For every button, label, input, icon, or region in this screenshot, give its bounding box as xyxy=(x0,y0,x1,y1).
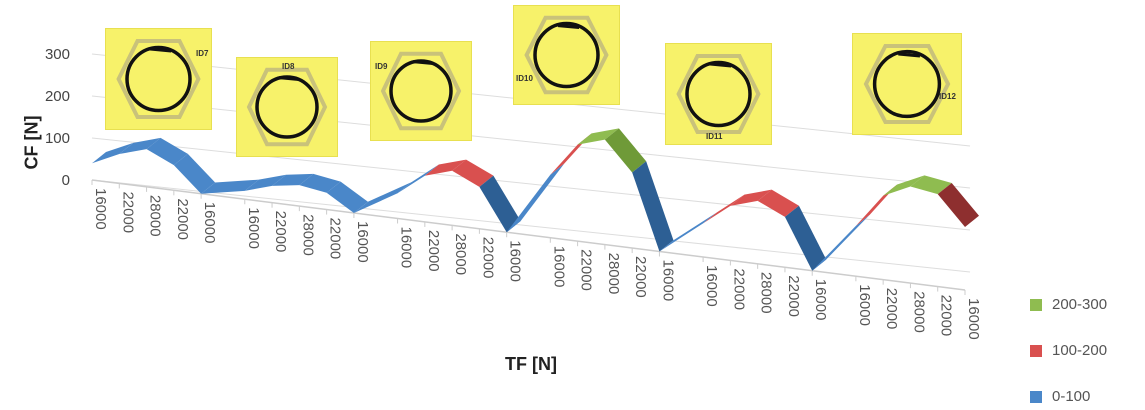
x-tick-label: 28000 xyxy=(758,272,775,314)
specimen-id-label: ID11 xyxy=(706,132,723,141)
specimen-id-label: ID8 xyxy=(282,62,295,71)
specimen-image: ID8 xyxy=(236,57,338,157)
surface-segment xyxy=(452,159,494,187)
specimen-image: ID9 xyxy=(370,41,472,141)
y-tick-label: 300 xyxy=(45,46,70,63)
surface-segment xyxy=(272,173,314,186)
x-tick-label: 22000 xyxy=(425,230,442,272)
specimen-image: ID7 xyxy=(105,28,212,130)
ring-icon xyxy=(863,44,951,124)
x-tick-label: 16000 xyxy=(398,227,415,269)
x-tick-label: 22000 xyxy=(578,249,595,291)
surface-segment xyxy=(92,142,134,164)
legend-swatch xyxy=(1030,344,1042,357)
x-tick-label: 22000 xyxy=(119,191,136,233)
x-tick-label: 16000 xyxy=(245,207,262,249)
x-tick-label: 16000 xyxy=(812,279,829,321)
specimen-id-label: ID12 xyxy=(939,92,956,101)
y-tick-label: 100 xyxy=(45,130,70,147)
x-tick-label: 22000 xyxy=(785,275,802,317)
x-tick-label: 16000 xyxy=(965,298,982,340)
surface-segment xyxy=(577,128,619,145)
specimen-id-label: ID9 xyxy=(375,62,388,71)
x-tick-label: 22000 xyxy=(883,288,900,330)
x-tick-label: 16000 xyxy=(703,265,720,307)
ring-icon xyxy=(246,67,328,147)
surface-segment xyxy=(784,205,827,271)
x-tick-label: 16000 xyxy=(856,284,873,326)
surface-segment xyxy=(910,175,952,195)
x-tick-label: 22000 xyxy=(632,256,649,298)
legend-item-100-200: 100-200 xyxy=(1030,342,1107,359)
ring-icon xyxy=(524,15,609,95)
surface-segment xyxy=(632,161,674,252)
x-tick-label: 22000 xyxy=(327,218,344,260)
surface-segment xyxy=(479,175,521,233)
specimen-image: ID10 xyxy=(513,5,620,105)
legend-item-200-300: 200-300 xyxy=(1030,296,1107,313)
legend-label: 0-100 xyxy=(1052,388,1091,405)
legend-swatch xyxy=(1030,390,1042,403)
y-axis-title: CF [N] xyxy=(21,115,42,170)
x-tick-label: 28000 xyxy=(147,195,164,237)
x-axis-title: TF [N] xyxy=(505,354,557,374)
x-tick-label: 16000 xyxy=(550,246,567,288)
surface-segment xyxy=(757,189,799,217)
x-tick-label: 22000 xyxy=(272,211,289,253)
specimen-image: ID11 xyxy=(665,43,772,145)
surface-segment xyxy=(244,174,287,191)
y-tick-label: 200 xyxy=(45,88,70,105)
ring-icon xyxy=(676,54,761,134)
legend-label: 100-200 xyxy=(1052,342,1108,359)
surface-segment xyxy=(883,175,925,196)
surface-segment xyxy=(730,189,772,206)
x-tick-label: 16000 xyxy=(354,221,371,263)
y-tick-label: 0 xyxy=(62,172,70,189)
x-tick-label: 22000 xyxy=(938,295,955,337)
x-tick-label: 28000 xyxy=(299,214,316,256)
x-tick-label: 16000 xyxy=(659,260,676,302)
surface-segment xyxy=(937,182,979,227)
surface-segment xyxy=(119,137,161,155)
x-tick-label: 28000 xyxy=(452,233,469,275)
specimen-id-label: ID7 xyxy=(196,49,209,58)
surface-segment xyxy=(353,182,412,213)
legend-label: 200-300 xyxy=(1052,296,1108,313)
legend-item-0-100: 0-100 xyxy=(1030,388,1090,405)
surface-segment xyxy=(855,184,898,226)
x-tick-label: 22000 xyxy=(174,198,191,240)
surface-segment xyxy=(397,164,439,194)
surface-segment xyxy=(201,179,259,194)
specimen-image: ID12 xyxy=(852,33,962,135)
x-tick-label: 16000 xyxy=(92,188,109,230)
x-tick-label: 22000 xyxy=(479,237,496,279)
x-axis-line xyxy=(91,179,966,291)
x-tick-label: 28000 xyxy=(910,291,927,333)
ring-icon xyxy=(380,51,462,131)
surface-segment xyxy=(146,137,188,166)
legend-swatch xyxy=(1030,298,1042,311)
surface-segment xyxy=(604,128,647,173)
surface-segment xyxy=(506,163,565,233)
specimen-id-label: ID10 xyxy=(516,74,533,83)
gridline xyxy=(91,179,971,273)
x-tick-label: 28000 xyxy=(605,253,622,295)
x-tick-label: 16000 xyxy=(507,240,524,282)
surface-segment xyxy=(173,153,216,194)
gridline xyxy=(91,95,971,189)
x-tick-label: 22000 xyxy=(730,268,747,310)
surface-segment xyxy=(326,181,368,213)
x-tick-label: 16000 xyxy=(201,202,218,244)
surface-segment xyxy=(299,173,341,193)
surface-segment xyxy=(424,159,467,176)
surface-segment xyxy=(659,212,718,252)
surface-segment xyxy=(812,214,870,271)
surface-segment xyxy=(703,194,745,224)
ring-icon xyxy=(116,39,201,119)
